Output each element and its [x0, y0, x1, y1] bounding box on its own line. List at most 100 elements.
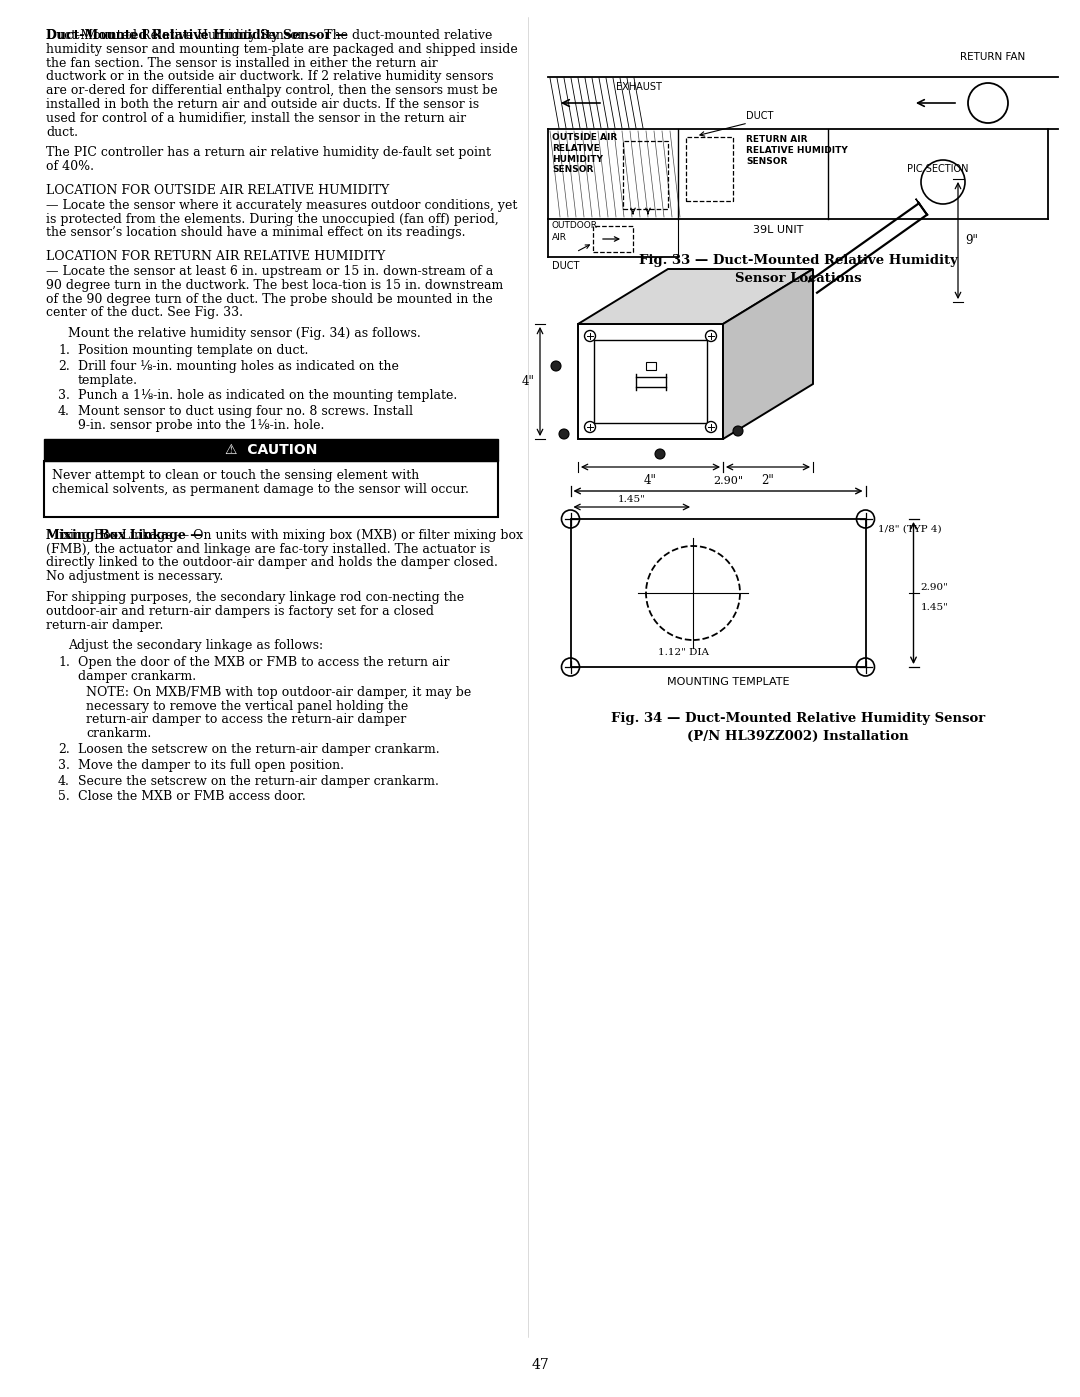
Text: 3.: 3.: [58, 759, 70, 771]
Text: Punch a 1⅛-in. hole as indicated on the mounting template.: Punch a 1⅛-in. hole as indicated on the …: [78, 390, 457, 402]
Text: 39L UNIT: 39L UNIT: [753, 225, 804, 235]
Text: Adjust the secondary linkage as follows:: Adjust the secondary linkage as follows:: [68, 640, 323, 652]
Text: 3.: 3.: [58, 390, 70, 402]
Text: crankarm.: crankarm.: [86, 728, 151, 740]
Text: Drill four ⅛-in. mounting holes as indicated on the: Drill four ⅛-in. mounting holes as indic…: [78, 360, 399, 373]
Text: ⚠  CAUTION: ⚠ CAUTION: [225, 443, 318, 457]
Text: — Locate the sensor at least 6 in. upstream or 15 in. down-stream of a: — Locate the sensor at least 6 in. upstr…: [46, 265, 494, 278]
Text: 2.90": 2.90": [713, 476, 743, 486]
Text: directly linked to the outdoor-air damper and holds the damper closed.: directly linked to the outdoor-air dampe…: [46, 556, 498, 570]
Text: OUTSIDE AIR
RELATIVE
HUMIDITY
SENSOR: OUTSIDE AIR RELATIVE HUMIDITY SENSOR: [552, 133, 618, 175]
Polygon shape: [723, 270, 813, 439]
Text: necessary to remove the vertical panel holding the: necessary to remove the vertical panel h…: [86, 700, 408, 712]
Text: damper crankarm.: damper crankarm.: [78, 671, 197, 683]
Text: Loosen the setscrew on the return-air damper crankarm.: Loosen the setscrew on the return-air da…: [78, 743, 440, 756]
Text: template.: template.: [78, 373, 138, 387]
Text: DUCT: DUCT: [552, 261, 579, 271]
Text: AIR: AIR: [552, 233, 567, 242]
Text: 4.: 4.: [58, 774, 70, 788]
Text: Move the damper to its full open position.: Move the damper to its full open positio…: [78, 759, 345, 771]
Bar: [44, 461, 498, 517]
Text: of 40%.: of 40%.: [46, 161, 94, 173]
Text: used for control of a humidifier, install the sensor in the return air: used for control of a humidifier, instal…: [46, 112, 467, 124]
Text: DUCT: DUCT: [746, 110, 773, 122]
Text: Close the MXB or FMB access door.: Close the MXB or FMB access door.: [78, 791, 306, 803]
Circle shape: [705, 331, 716, 341]
Bar: [570, 520, 865, 666]
Text: LOCATION FOR OUTSIDE AIR RELATIVE HUMIDITY: LOCATION FOR OUTSIDE AIR RELATIVE HUMIDI…: [46, 184, 389, 197]
Bar: [623, 141, 669, 210]
Text: 2.: 2.: [58, 360, 70, 373]
Text: the sensor’s location should have a minimal effect on its readings.: the sensor’s location should have a mini…: [46, 226, 465, 239]
Text: 1.: 1.: [58, 344, 70, 358]
Text: 4.: 4.: [58, 405, 70, 418]
Polygon shape: [916, 198, 927, 215]
Text: EXHAUST: EXHAUST: [616, 82, 662, 92]
Text: are or-dered for differential enthalpy control, then the sensors must be: are or-dered for differential enthalpy c…: [46, 84, 498, 98]
Text: LOCATION FOR RETURN AIR RELATIVE HUMIDITY: LOCATION FOR RETURN AIR RELATIVE HUMIDIT…: [46, 250, 386, 263]
Text: 2": 2": [761, 474, 774, 488]
Text: duct.: duct.: [46, 126, 78, 138]
Text: Mixing Box Linkage —: Mixing Box Linkage —: [46, 529, 203, 542]
Text: 90 degree turn in the ductwork. The best loca-tion is 15 in. downstream: 90 degree turn in the ductwork. The best…: [46, 279, 503, 292]
Text: Never attempt to clean or touch the sensing element with: Never attempt to clean or touch the sens…: [52, 469, 419, 482]
Text: Duct-Mounted Relative Humidity Sensor —: Duct-Mounted Relative Humidity Sensor —: [46, 29, 348, 42]
Circle shape: [654, 448, 665, 460]
Circle shape: [559, 429, 569, 439]
Text: NOTE: On MXB/FMB with top outdoor-air damper, it may be: NOTE: On MXB/FMB with top outdoor-air da…: [86, 686, 471, 698]
Text: 2.: 2.: [58, 743, 70, 756]
Text: PIC SECTION: PIC SECTION: [907, 163, 969, 175]
Bar: [686, 137, 733, 201]
Text: The PIC controller has a return air relative humidity de-fault set point: The PIC controller has a return air rela…: [46, 147, 491, 159]
Text: 1.12" DIA: 1.12" DIA: [658, 648, 708, 657]
Text: installed in both the return air and outside air ducts. If the sensor is: installed in both the return air and out…: [46, 98, 480, 110]
Text: Mixing Box Linkage — On units with mixing box (MXB) or filter mixing box: Mixing Box Linkage — On units with mixin…: [46, 529, 523, 542]
Text: 1.: 1.: [58, 657, 70, 669]
Text: Mount the relative humidity sensor (Fig. 34) as follows.: Mount the relative humidity sensor (Fig.…: [68, 327, 421, 341]
Text: return-air damper.: return-air damper.: [46, 619, 163, 631]
Text: the fan section. The sensor is installed in either the return air: the fan section. The sensor is installed…: [46, 57, 437, 70]
Text: RETURN AIR
RELATIVE HUMIDITY
SENSOR: RETURN AIR RELATIVE HUMIDITY SENSOR: [746, 136, 848, 165]
Text: Mount sensor to duct using four no. 8 screws. Install: Mount sensor to duct using four no. 8 sc…: [78, 405, 413, 418]
Text: 1/8" (TYP 4): 1/8" (TYP 4): [877, 525, 941, 534]
Text: MOUNTING TEMPLATE: MOUNTING TEMPLATE: [666, 678, 789, 687]
Text: Position mounting template on duct.: Position mounting template on duct.: [78, 344, 309, 358]
Text: is protected from the elements. During the unoccupied (fan off) period,: is protected from the elements. During t…: [46, 212, 499, 225]
Text: humidity sensor and mounting tem-plate are packaged and shipped inside: humidity sensor and mounting tem-plate a…: [46, 43, 517, 56]
Circle shape: [705, 422, 716, 433]
Text: 5.: 5.: [58, 791, 70, 803]
Text: Secure the setscrew on the return-air damper crankarm.: Secure the setscrew on the return-air da…: [78, 774, 438, 788]
Text: of the 90 degree turn of the duct. The probe should be mounted in the: of the 90 degree turn of the duct. The p…: [46, 292, 492, 306]
Bar: [594, 339, 707, 423]
Text: center of the duct. See Fig. 33.: center of the duct. See Fig. 33.: [46, 306, 243, 320]
Text: Duct-Mounted Relative Humidity Sensor — The duct-mounted relative: Duct-Mounted Relative Humidity Sensor — …: [46, 29, 492, 42]
Circle shape: [733, 426, 743, 436]
Text: 9-in. sensor probe into the 1⅛-in. hole.: 9-in. sensor probe into the 1⅛-in. hole.: [78, 419, 324, 432]
Circle shape: [584, 331, 595, 341]
Text: 4": 4": [644, 474, 657, 488]
Text: (FMB), the actuator and linkage are fac-tory installed. The actuator is: (FMB), the actuator and linkage are fac-…: [46, 542, 490, 556]
Text: OUTDOOR: OUTDOOR: [552, 221, 598, 231]
Bar: [593, 226, 633, 251]
Text: 1.45": 1.45": [618, 495, 646, 504]
Text: Fig. 34 — Duct-Mounted Relative Humidity Sensor
(P/N HL39ZZ002) Installation: Fig. 34 — Duct-Mounted Relative Humidity…: [611, 712, 985, 743]
Circle shape: [551, 360, 561, 372]
Text: 2.90": 2.90": [920, 584, 948, 592]
Text: No adjustment is necessary.: No adjustment is necessary.: [46, 570, 224, 583]
Text: chemical solvents, as permanent damage to the sensor will occur.: chemical solvents, as permanent damage t…: [52, 482, 469, 496]
Text: 47: 47: [531, 1358, 549, 1372]
Text: 4": 4": [522, 374, 534, 388]
Text: return-air damper to access the return-air damper: return-air damper to access the return-a…: [86, 714, 406, 726]
Text: ductwork or in the outside air ductwork. If 2 relative humidity sensors: ductwork or in the outside air ductwork.…: [46, 70, 494, 84]
Text: Open the door of the MXB or FMB to access the return air: Open the door of the MXB or FMB to acces…: [78, 657, 449, 669]
Text: outdoor-air and return-air dampers is factory set for a closed: outdoor-air and return-air dampers is fa…: [46, 605, 434, 617]
Text: 9": 9": [966, 235, 977, 247]
Text: Fig. 33 — Duct-Mounted Relative Humidity
Sensor Locations: Fig. 33 — Duct-Mounted Relative Humidity…: [638, 254, 958, 285]
Text: — Locate the sensor where it accurately measures outdoor conditions, yet: — Locate the sensor where it accurately …: [46, 198, 517, 212]
Polygon shape: [578, 270, 813, 324]
Circle shape: [584, 422, 595, 433]
Text: RETURN FAN: RETURN FAN: [960, 52, 1026, 61]
Text: 1.45": 1.45": [920, 604, 948, 612]
Text: For shipping purposes, the secondary linkage rod con-necting the: For shipping purposes, the secondary lin…: [46, 591, 464, 604]
Bar: [44, 439, 498, 461]
